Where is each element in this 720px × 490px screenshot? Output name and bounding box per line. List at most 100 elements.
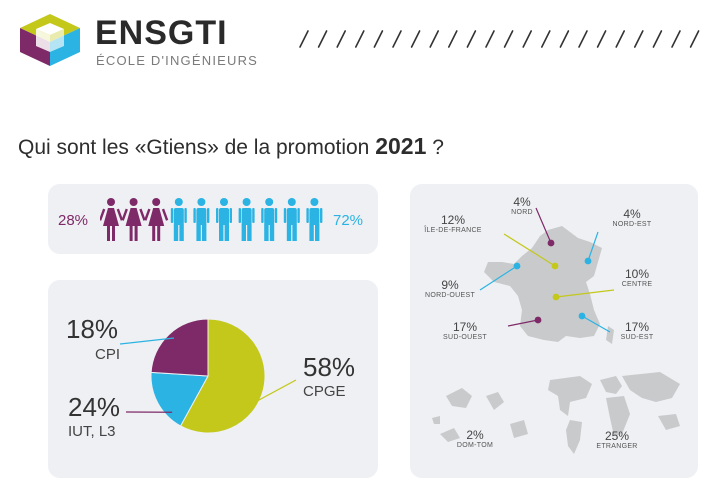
slash-mark — [652, 30, 663, 48]
leader-line-cpge — [249, 379, 297, 406]
region-name: ETRANGER — [596, 443, 638, 450]
region-pct: 17% — [452, 320, 478, 334]
education-pie-chart — [119, 318, 297, 434]
region-etranger: 25% ETRANGER — [592, 429, 642, 450]
slash-mark — [299, 30, 309, 48]
world-south-america — [566, 420, 582, 454]
region-leader-line — [503, 233, 556, 267]
region-pct: 17% — [624, 320, 650, 334]
region-sud-ouest: 17% SUD-OUEST — [436, 320, 494, 341]
region-leader-line — [507, 319, 539, 327]
domtom-island-5 — [432, 416, 440, 424]
world-oceania — [658, 414, 680, 430]
slash-mark — [559, 30, 570, 48]
gender-panel — [48, 184, 378, 254]
page-title: Qui sont les «Gtiens» de la promotion 20… — [18, 133, 444, 160]
slash-mark — [615, 30, 626, 48]
slash-mark — [578, 30, 588, 48]
slash-mark — [541, 30, 551, 48]
region-name: NORD-EST — [612, 221, 652, 228]
male-person-icon — [170, 198, 187, 241]
world-north-america — [548, 376, 592, 416]
region-pct: 9% — [441, 278, 459, 292]
france-map-shape — [484, 226, 602, 342]
slash-mark — [466, 30, 477, 48]
slash-mark — [317, 30, 328, 48]
region-leader-line — [535, 207, 552, 244]
region-leader-line — [479, 265, 518, 291]
region-dot — [584, 257, 592, 265]
slash-mark — [671, 30, 681, 48]
region-pct: 2% — [466, 428, 484, 442]
male-person-icon — [193, 198, 210, 241]
world-europe — [600, 376, 622, 394]
pie-slice-cpge — [179, 318, 266, 434]
slash-mark — [392, 30, 402, 48]
region-pct: 10% — [624, 267, 650, 281]
male-person-icon — [238, 198, 255, 241]
region-pct: 25% — [604, 429, 630, 443]
region-sud-est: 17% SUD-EST — [614, 320, 660, 341]
male-person-icon — [216, 198, 232, 241]
male-person-icon — [261, 198, 278, 241]
decorative-slashes — [299, 30, 700, 48]
brand-subtitle: ÉCOLE D'INGÉNIEURS — [96, 53, 259, 68]
region-pct: 4% — [623, 207, 641, 221]
region-dot — [513, 262, 521, 270]
female-person-icon — [121, 198, 146, 241]
region-leader-line — [581, 315, 611, 333]
region-nord: 4% NORD — [504, 195, 540, 216]
slash-mark — [354, 30, 365, 48]
region-name: ÎLE-DE-FRANCE — [424, 227, 482, 234]
slash-mark — [596, 30, 607, 48]
slash-mark — [448, 30, 458, 48]
female-person-icon — [100, 198, 124, 241]
female-percentage: 28% — [58, 212, 89, 229]
region-pct: 12% — [440, 213, 466, 227]
slash-mark — [503, 30, 514, 48]
region-dot — [578, 312, 586, 320]
slash-mark — [429, 30, 439, 48]
domtom-island-2 — [486, 392, 504, 410]
origin-map — [432, 207, 680, 454]
slice-label-iut: IUT, L3 — [68, 423, 116, 440]
domtom-island-1 — [446, 388, 472, 408]
male-person-icon — [283, 198, 300, 241]
brand-name: ENSGTI — [95, 14, 228, 52]
region-name: NORD — [511, 209, 533, 216]
region-dot — [552, 293, 560, 301]
region-name: CENTRE — [621, 281, 653, 288]
male-person-icon — [306, 198, 323, 241]
title-year: 2021 — [375, 133, 427, 159]
slash-mark — [485, 30, 495, 48]
world-asia — [622, 372, 680, 402]
leader-line-cpi — [119, 337, 175, 345]
region-centre: 10% CENTRE — [614, 267, 660, 288]
slash-mark — [522, 30, 532, 48]
slice-label-cpge-pct: 58% — [303, 352, 356, 382]
region-pct: 4% — [513, 195, 531, 209]
world-africa — [606, 396, 630, 436]
slice-label-cpge: CPGE — [303, 383, 346, 400]
pie-slice-iut-l3 — [150, 318, 209, 377]
title-prefix: Qui sont les «Gtiens» de la promotion — [18, 136, 370, 159]
domtom-island-4 — [510, 420, 528, 438]
region-leader-line — [587, 231, 599, 262]
region-dot — [551, 262, 559, 270]
slash-mark — [373, 30, 384, 48]
people-icon-row — [100, 198, 323, 241]
region-name: DOM-TOM — [456, 442, 494, 449]
region-dot — [534, 316, 542, 324]
title-suffix: ? — [432, 136, 444, 159]
region-name: SUD-EST — [620, 334, 654, 341]
region-name: SUD-OUEST — [443, 334, 487, 341]
region-nord-est: 4% NORD-EST — [606, 207, 658, 228]
slash-mark — [633, 30, 644, 48]
ensgti-logo — [20, 14, 80, 66]
region-leader-line — [555, 289, 615, 298]
slash-mark — [410, 30, 421, 48]
domtom-island-3 — [440, 428, 460, 442]
male-percentage: 72% — [333, 212, 364, 229]
slice-label-iut-pct: 24% — [68, 392, 121, 422]
region-dot — [547, 239, 555, 247]
